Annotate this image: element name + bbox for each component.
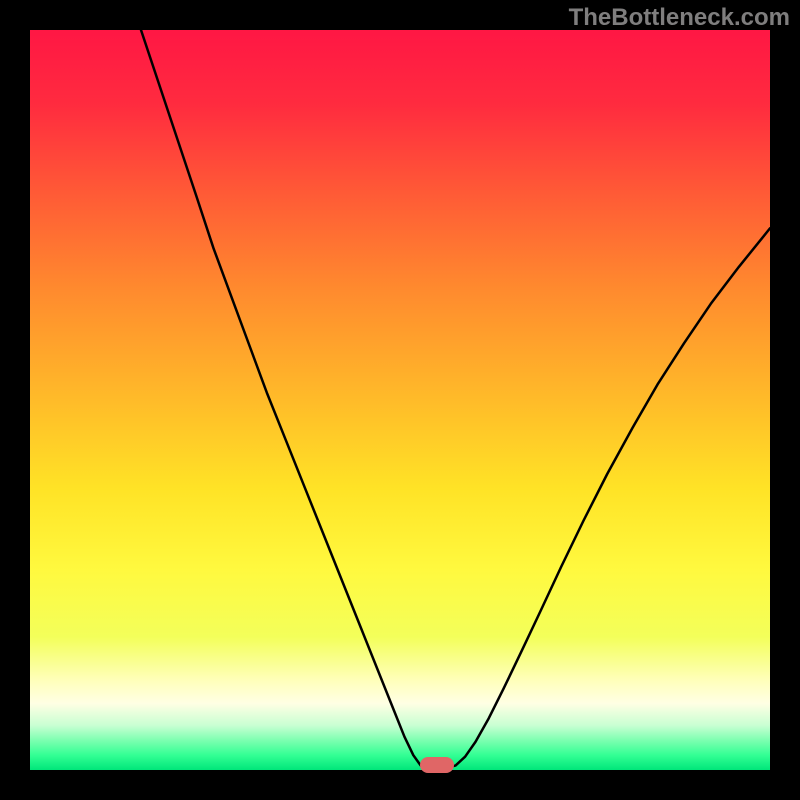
- bottleneck-gradient-plot: [30, 30, 770, 770]
- minimum-marker: [420, 757, 454, 773]
- watermark-text: TheBottleneck.com: [569, 4, 790, 32]
